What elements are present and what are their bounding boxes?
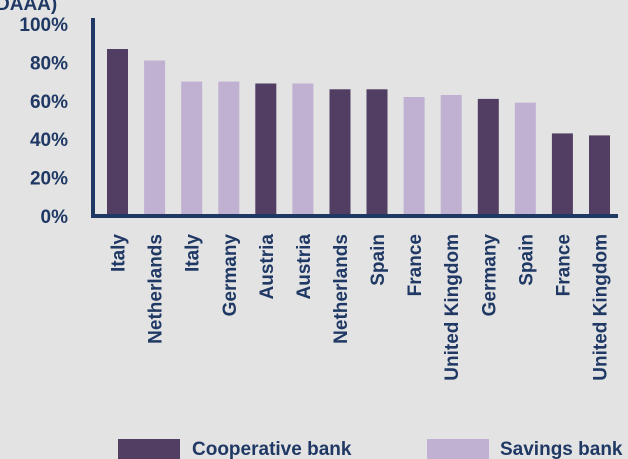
y-tick-label: 60% bbox=[30, 92, 68, 113]
legend: Cooperative bank Savings bank bbox=[118, 439, 623, 459]
bar-austria bbox=[255, 83, 277, 216]
legend-label: Savings bank bbox=[500, 439, 623, 459]
y-tick-label: 0% bbox=[41, 207, 69, 228]
x-category-label: United Kingdom bbox=[442, 234, 463, 381]
x-category-label: Italy bbox=[109, 234, 130, 272]
x-category-label: Spain bbox=[368, 234, 389, 286]
bar-france bbox=[551, 133, 573, 216]
y-tick-label: 100% bbox=[19, 15, 68, 36]
x-category-label: France bbox=[405, 234, 426, 296]
bar-germany bbox=[477, 98, 499, 216]
bar-spain bbox=[366, 89, 388, 216]
x-category-label: Austria bbox=[257, 234, 278, 300]
bar-germany bbox=[218, 81, 240, 216]
x-category-label: United Kingdom bbox=[590, 234, 611, 381]
bar-spain bbox=[514, 102, 536, 216]
y-tick-label: 80% bbox=[30, 53, 68, 74]
x-category-label: Netherlands bbox=[146, 234, 167, 344]
chart-title: DAAA) bbox=[0, 0, 57, 15]
x-category-label: Italy bbox=[183, 234, 204, 272]
x-category-label: France bbox=[553, 234, 574, 296]
bar-united-kingdom bbox=[440, 95, 462, 216]
legend-swatch bbox=[118, 439, 180, 459]
bar-italy bbox=[107, 49, 128, 216]
y-tick-label: 40% bbox=[30, 130, 68, 151]
y-tick-label: 20% bbox=[30, 169, 68, 190]
x-category-label: Spain bbox=[516, 234, 537, 286]
bars-group bbox=[107, 49, 610, 216]
bar-italy bbox=[181, 81, 203, 216]
y-axis-tick-labels: 0% 20% 40% 60% 80% 100% bbox=[19, 15, 68, 228]
x-category-label: Netherlands bbox=[331, 234, 352, 344]
x-category-label: Austria bbox=[294, 234, 315, 300]
bar-netherlands bbox=[329, 89, 351, 216]
x-category-label: Germany bbox=[479, 234, 500, 317]
x-category-label: Germany bbox=[220, 234, 241, 317]
bar-austria bbox=[292, 83, 314, 216]
legend-label: Cooperative bank bbox=[192, 439, 352, 459]
bar-france bbox=[403, 97, 425, 216]
x-axis-category-labels: Italy Netherlands Italy Germany Austria Austr… bbox=[109, 234, 612, 381]
bar-united-kingdom bbox=[589, 135, 610, 216]
legend-swatch bbox=[427, 439, 489, 459]
bar-netherlands bbox=[144, 60, 166, 216]
